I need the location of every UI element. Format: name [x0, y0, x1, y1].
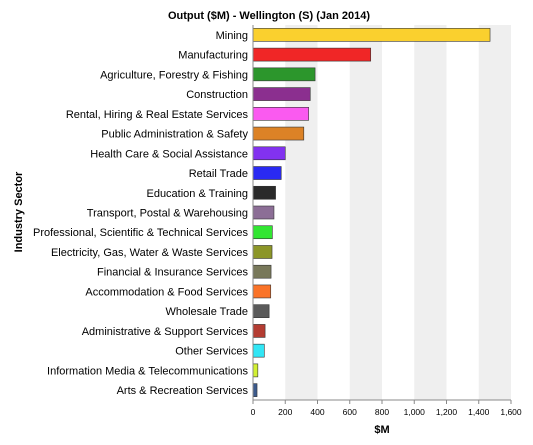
y-axis-title: Industry Sector	[13, 171, 25, 252]
category-label: Information Media & Telecommunications	[47, 365, 248, 377]
bar[interactable]	[252, 146, 286, 161]
x-tick-label: 0	[251, 407, 256, 417]
grid-bands	[253, 25, 511, 400]
category-label: Administrative & Support Services	[82, 326, 249, 338]
category-label: Retail Trade	[189, 168, 248, 180]
x-tick-label: 600	[343, 407, 357, 417]
category-labels: Mining Manufacturing Agriculture, Forestry…	[33, 30, 249, 397]
x-axis-ticks: 0 200 400 600 800 1,000 1,200 1,400 1,600	[251, 400, 522, 417]
bar[interactable]	[252, 284, 272, 299]
category-label: Construction	[186, 89, 248, 101]
bar[interactable]	[252, 383, 258, 397]
category-label: Manufacturing	[178, 50, 248, 62]
x-tick-label: 1,600	[500, 407, 522, 417]
bar[interactable]	[252, 304, 270, 318]
grid-band	[349, 25, 382, 400]
bar[interactable]	[252, 363, 259, 378]
bar[interactable]	[252, 245, 273, 259]
x-tick-label: 1,400	[468, 407, 490, 417]
bar[interactable]	[252, 225, 273, 240]
bar[interactable]	[252, 264, 272, 279]
grid-band	[382, 25, 415, 400]
category-label: Education & Training	[146, 188, 248, 200]
category-label: Rental, Hiring & Real Estate Services	[66, 109, 249, 121]
x-tick-label: 1,200	[436, 407, 458, 417]
bar[interactable]	[252, 67, 316, 82]
bar[interactable]	[252, 28, 491, 42]
category-label: Mining	[216, 30, 248, 42]
category-label: Health Care & Social Assistance	[90, 148, 248, 160]
grid-band	[317, 25, 350, 400]
x-tick-label: 1,000	[404, 407, 426, 417]
grid-band	[414, 25, 447, 400]
bar[interactable]	[252, 126, 305, 141]
x-tick-label: 400	[310, 407, 324, 417]
bar[interactable]	[252, 343, 265, 358]
category-label: Arts & Recreation Services	[117, 385, 249, 397]
bar[interactable]	[252, 107, 309, 121]
grid-band	[285, 25, 318, 400]
bar[interactable]	[252, 205, 275, 220]
category-label: Public Administration & Safety	[101, 129, 248, 141]
bar[interactable]	[252, 166, 282, 180]
category-label: Financial & Insurance Services	[97, 267, 249, 279]
category-label: Electricity, Gas, Water & Waste Services	[51, 247, 249, 259]
category-label: Other Services	[175, 346, 248, 358]
x-axis-title: $M	[374, 424, 389, 436]
chart-title: Output ($M) - Wellington (S) (Jan 2014)	[168, 10, 370, 22]
grid-band	[478, 25, 511, 400]
bar[interactable]	[252, 324, 266, 338]
category-label: Agriculture, Forestry & Fishing	[100, 69, 248, 81]
bar[interactable]	[252, 47, 372, 62]
category-label: Accommodation & Food Services	[85, 286, 248, 298]
category-label: Professional, Scientific & Technical Ser…	[33, 227, 249, 239]
category-label: Transport, Postal & Warehousing	[87, 208, 248, 220]
grid-band	[446, 25, 479, 400]
x-tick-label: 800	[375, 407, 389, 417]
category-label: Wholesale Trade	[165, 306, 248, 318]
bar[interactable]	[252, 87, 311, 101]
bar[interactable]	[252, 185, 276, 200]
x-tick-label: 200	[278, 407, 292, 417]
